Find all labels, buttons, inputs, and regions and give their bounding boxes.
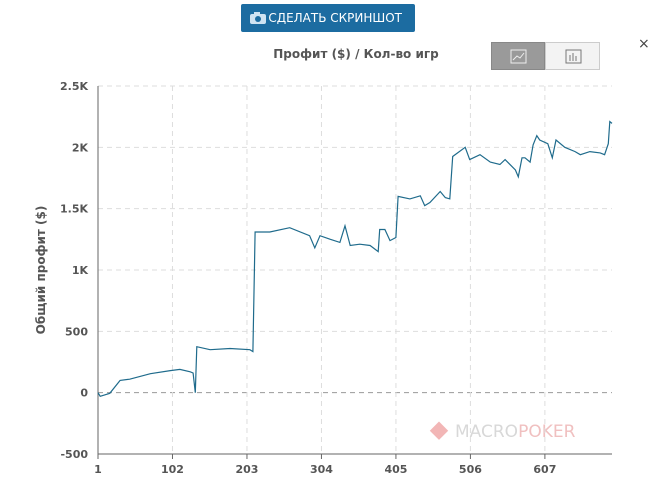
x-tick-label: 102 <box>161 463 184 476</box>
y-tick-label: -500 <box>60 448 88 461</box>
bar-view-toggle[interactable] <box>545 42 600 70</box>
bar-icon <box>565 49 582 64</box>
y-tick-label: 0 <box>80 387 88 400</box>
watermark-logo <box>429 421 449 440</box>
profit-line <box>97 120 613 398</box>
screenshot-button[interactable]: СДЕЛАТЬ СКРИНШОТ <box>241 4 415 32</box>
y-tick-label: 1K <box>72 264 89 277</box>
watermark-a: MACRO <box>455 422 518 442</box>
line-view-toggle[interactable] <box>491 42 545 70</box>
y-tick-label: 2K <box>72 141 89 154</box>
y-tick-label: 2.5K <box>60 80 88 93</box>
x-tick-label: 607 <box>533 463 556 476</box>
button-label: СДЕЛАТЬ СКРИНШОТ <box>268 11 402 25</box>
chart-title: Профит ($) / Кол-во игр <box>273 47 439 61</box>
y-tick-label: 1.5K <box>60 203 88 216</box>
watermark-text: MACROPOKER <box>455 422 576 442</box>
watermark-b: POKER <box>518 422 576 442</box>
x-tick-label: 203 <box>235 463 258 476</box>
line-icon <box>510 49 527 64</box>
close-button[interactable]: × <box>638 36 650 52</box>
x-tick-label: 506 <box>459 463 482 476</box>
x-tick-label: 304 <box>310 463 333 476</box>
y-axis-label: Общий профит ($) <box>34 206 48 335</box>
watermark: MACROPOKER <box>429 421 576 442</box>
y-tick-label: 500 <box>65 325 88 338</box>
camera-icon <box>250 12 266 24</box>
x-tick-label: 405 <box>384 463 407 476</box>
x-tick-label: 1 <box>94 463 102 476</box>
